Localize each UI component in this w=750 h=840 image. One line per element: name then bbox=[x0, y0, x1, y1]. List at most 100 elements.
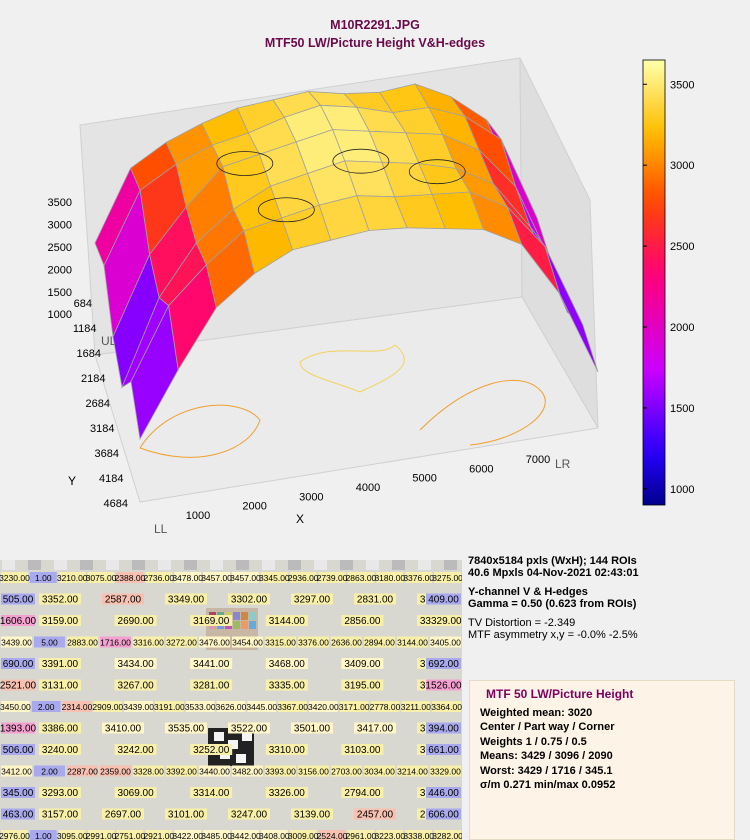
roi-value: 3338.00 bbox=[403, 831, 434, 840]
x-tick-label: 7000 bbox=[526, 454, 550, 466]
roi-cell bbox=[67, 765, 98, 777]
roi-cell bbox=[341, 787, 384, 798]
roi-value: 2636.00 bbox=[331, 638, 362, 648]
roi-cell bbox=[265, 765, 296, 777]
roi-cell bbox=[347, 830, 375, 840]
roi-value: 3442.00 bbox=[230, 831, 261, 840]
x-axis-label: X bbox=[296, 512, 304, 526]
roi-cell bbox=[341, 658, 384, 669]
roi-value: 2909.00 bbox=[92, 702, 123, 712]
roi-value: 2457.00 bbox=[357, 810, 394, 821]
roi-value: 446.00 bbox=[428, 788, 459, 799]
roi-value: 3230.00 bbox=[0, 573, 30, 583]
y-tick-label: 1184 bbox=[73, 323, 97, 335]
x-tick-label: 4000 bbox=[356, 482, 380, 494]
roi-value: 3626.00 bbox=[216, 702, 247, 712]
roi-cell bbox=[364, 765, 395, 777]
roi-value: 3533.00 bbox=[185, 702, 216, 712]
roi-value: 463.00 bbox=[3, 810, 34, 821]
mtf-summary-box: MTF 50 LW/Picture Height Weighted mean: … bbox=[469, 680, 735, 840]
roi-value: 2739.00 bbox=[317, 573, 348, 583]
roi-cell bbox=[1, 830, 28, 840]
roi-value: 3180.00 bbox=[374, 573, 405, 583]
surface bbox=[94, 83, 599, 441]
roi-value: 3326.00 bbox=[269, 788, 306, 799]
colorbar-tick-label: 3000 bbox=[670, 160, 694, 172]
roi-value: 3441.00 bbox=[193, 659, 230, 670]
roi-cell bbox=[1, 593, 35, 605]
roi-cell bbox=[289, 830, 317, 840]
asymmetry-text: MTF asymmetry x,y = -0.0% -2.5% bbox=[468, 629, 638, 641]
checker-cell bbox=[288, 560, 301, 570]
roi-cell bbox=[291, 722, 333, 734]
roi-cell bbox=[199, 636, 230, 648]
checker-cell bbox=[392, 560, 405, 570]
colorbar-tick-label: 1500 bbox=[670, 403, 694, 415]
roi-cell bbox=[165, 593, 207, 605]
roi-value: 3293.00 bbox=[42, 788, 79, 799]
roi-cell bbox=[364, 636, 395, 648]
roi-cell bbox=[426, 722, 461, 734]
checker-cell bbox=[366, 560, 379, 570]
roi-cell bbox=[232, 830, 259, 840]
roi-cell bbox=[309, 701, 338, 712]
colorbar-bar bbox=[642, 59, 666, 506]
roi-cell bbox=[1, 808, 35, 820]
roi-cell bbox=[174, 830, 202, 840]
roi-value: 3478.00 bbox=[172, 573, 203, 583]
roi-cell bbox=[426, 679, 461, 691]
roi-cell bbox=[114, 658, 157, 669]
roi-cell bbox=[39, 615, 81, 626]
y-axis-label: Y bbox=[68, 474, 76, 488]
checker-cell bbox=[444, 560, 457, 570]
roi-value: 3267.00 bbox=[118, 681, 155, 692]
roi-cell bbox=[185, 701, 215, 712]
roi-cell bbox=[39, 593, 81, 605]
roi-value: 3281.00 bbox=[193, 681, 230, 692]
roi-value: 2856.00 bbox=[344, 616, 381, 627]
roi-cell bbox=[397, 636, 428, 648]
roi-cell bbox=[100, 636, 131, 648]
roi-cell bbox=[1, 765, 32, 777]
roi-cell bbox=[165, 808, 207, 820]
roi-cell bbox=[265, 679, 308, 691]
roi-value: 3408.00 bbox=[259, 831, 290, 840]
roi-cell bbox=[1, 744, 35, 755]
roi-value: 3409.00 bbox=[344, 659, 381, 670]
x-tick-label: 5000 bbox=[412, 473, 436, 485]
z-tick-label: 1000 bbox=[48, 309, 72, 321]
roi-cell bbox=[133, 636, 164, 648]
roi-cell bbox=[265, 787, 308, 798]
roi-cell bbox=[190, 658, 233, 669]
sigma-minmax: σ/m 0.271 min/max 0.0952 bbox=[480, 779, 616, 791]
checker-cell bbox=[80, 560, 93, 570]
roi-value: 3422.00 bbox=[172, 831, 203, 840]
color-chart-patch bbox=[249, 621, 256, 629]
roi-value: 5.00 bbox=[41, 638, 58, 648]
roi-cell bbox=[145, 572, 173, 583]
colorbar-tick-label: 1000 bbox=[670, 484, 694, 496]
roi-cell bbox=[1, 615, 35, 626]
roi-cell bbox=[62, 701, 92, 712]
color-chart-patch bbox=[249, 612, 256, 620]
roi-cell bbox=[29, 830, 57, 840]
roi-value: 3034.00 bbox=[364, 767, 395, 777]
colorbar-tick-label: 2500 bbox=[670, 241, 694, 253]
roi-value: 345.00 bbox=[3, 788, 34, 799]
roi-value: 3131.00 bbox=[42, 681, 79, 692]
roi-cell bbox=[1, 701, 30, 712]
roi-value: 2703.00 bbox=[331, 767, 362, 777]
roi-cell bbox=[265, 615, 308, 626]
roi-cell bbox=[376, 830, 404, 840]
roi-cell bbox=[114, 744, 157, 755]
colorbar-tick-label: 3500 bbox=[670, 79, 694, 91]
roi-value: 1393.00 bbox=[0, 724, 37, 735]
roi-cell bbox=[116, 572, 144, 583]
roi-cell bbox=[1, 787, 35, 798]
z-tick-label: 2000 bbox=[48, 264, 72, 276]
roi-value: 3417.00 bbox=[357, 724, 394, 735]
roi-value: 2736.00 bbox=[143, 573, 174, 583]
z-tick-label: 3500 bbox=[48, 197, 72, 209]
roi-cell bbox=[341, 744, 384, 755]
roi-cell bbox=[426, 744, 461, 755]
